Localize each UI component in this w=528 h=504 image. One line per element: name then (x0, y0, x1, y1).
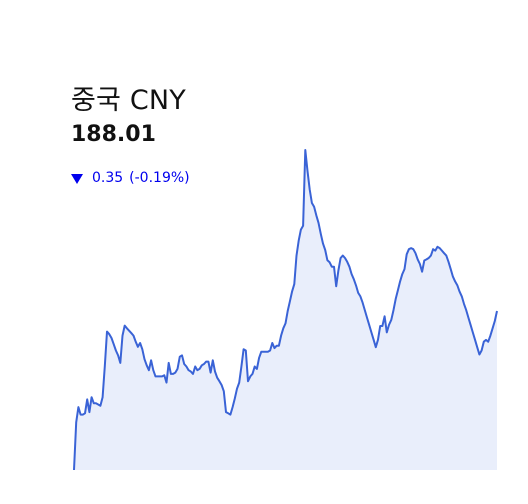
change-amount: 0.35 (92, 170, 124, 186)
price-area-fill (74, 150, 497, 470)
current-price: 188.01 (71, 122, 156, 147)
chart-series (73, 149, 498, 471)
currency-title: 중국 CNY (71, 85, 187, 116)
price-change: 0.35 (-0.19%) (71, 170, 190, 186)
down-triangle-icon (71, 173, 83, 184)
price-line (73, 149, 498, 471)
change-percent: (-0.19%) (129, 170, 190, 186)
